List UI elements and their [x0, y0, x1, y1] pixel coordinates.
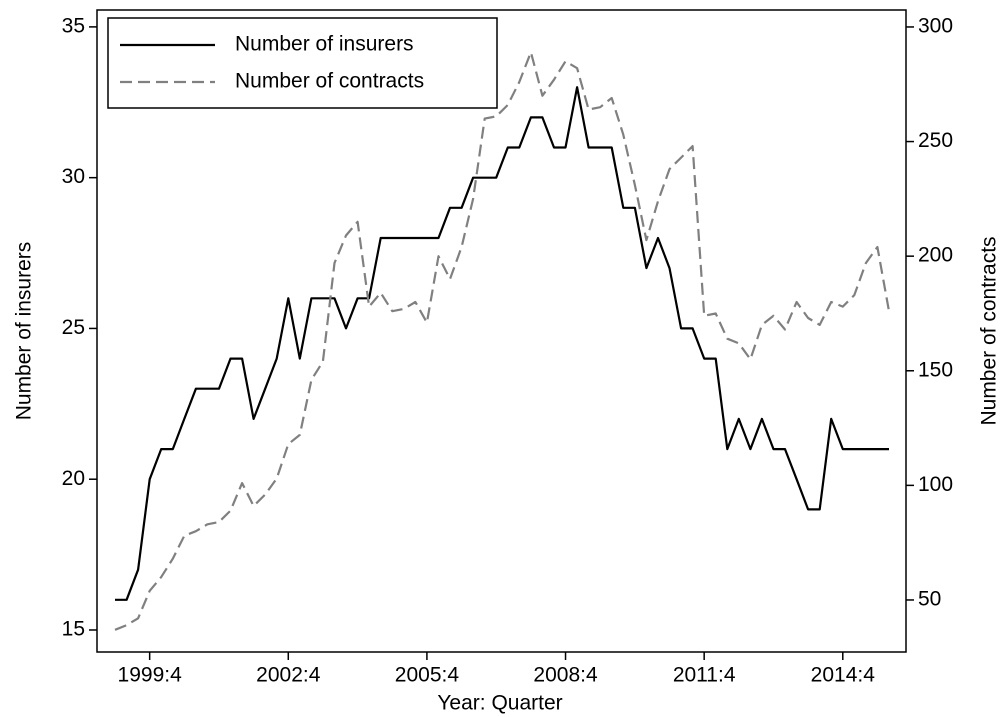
x-axis-label: Year: Quarter	[437, 692, 562, 715]
legend-box	[107, 17, 498, 109]
y-tick-label: 20	[62, 467, 85, 490]
data-line	[114, 51, 891, 631]
y2-tick-label: 50	[918, 588, 941, 611]
data-line	[115, 86, 889, 601]
y2-axis-label: Number of contracts	[978, 236, 1001, 425]
y2-tick-label: 100	[918, 473, 953, 496]
x-tick-label: 1999:4	[118, 664, 183, 687]
y2-tick-label: 300	[918, 15, 953, 38]
x-tick-label: 2011:4	[673, 664, 736, 687]
y2-tick-label: 150	[918, 358, 953, 381]
y-axis-label: Number of insurers	[13, 242, 36, 421]
y-tick-label: 15	[62, 618, 85, 641]
y-tick-label: 25	[62, 316, 85, 339]
x-tick-label: 2002:4	[256, 664, 321, 687]
y2-tick-label: 200	[918, 244, 953, 267]
y2-tick-label: 250	[918, 129, 953, 152]
x-tick-label: 2008:4	[533, 664, 598, 687]
plot-frame	[96, 9, 907, 653]
x-tick-label: 2005:4	[395, 664, 460, 687]
legend-label: Number of insurers	[235, 33, 414, 56]
x-tick-label: 2014:4	[811, 664, 876, 687]
y-tick-label: 30	[62, 165, 85, 188]
legend-label: Number of contracts	[235, 70, 424, 93]
y-tick-label: 35	[62, 14, 85, 37]
